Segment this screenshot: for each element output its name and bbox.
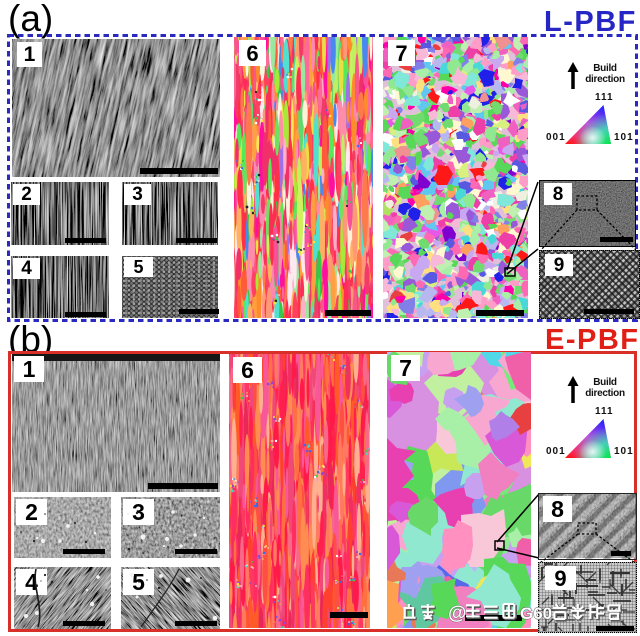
svg-text:@: @ bbox=[448, 603, 467, 624]
svg-text:G60: G60 bbox=[520, 604, 552, 623]
